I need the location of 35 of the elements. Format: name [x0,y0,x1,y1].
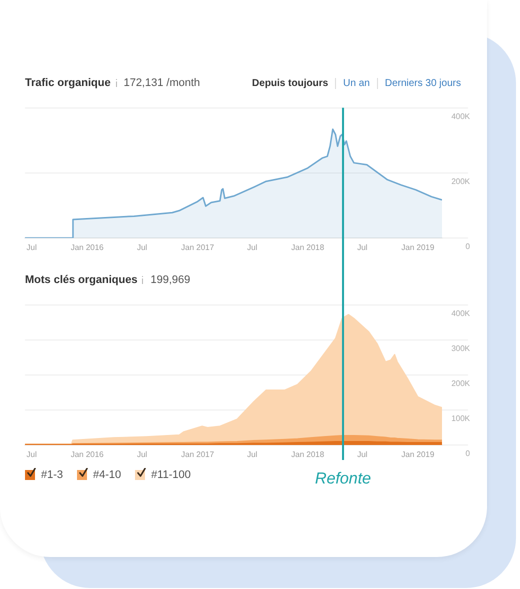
x-tick-label: Jan 2016 [70,243,104,252]
y-tick-label: 0 [466,242,471,252]
x-tick-label: Jul [26,243,37,252]
x-tick-label: Jul [357,450,368,460]
legend-label: #11-100 [151,469,191,481]
chart-subtitle: 199,969 [150,274,190,286]
x-tick-label: Jan 2018 [291,450,325,460]
legend-label: #4-10 [93,469,122,481]
x-tick-label: Jan 2019 [401,450,435,460]
x-tick-label: Jul [357,243,368,252]
text: Un an [335,78,377,88]
text: Depuis toujours [251,78,330,88]
chart-subtitle: 172,131 /month [124,77,200,89]
x-tick-label: Jan 2017 [181,243,215,252]
y-tick-label: 100K [451,414,471,424]
y-tick-label: 400K [451,309,471,318]
x-tick-label: Jul [247,243,258,252]
y-tick-label: 0 [466,449,471,458]
x-tick-label: Jan 2018 [291,243,325,252]
legend-label: #1-3 [41,469,64,481]
chart-title: Trafic organique [25,77,111,89]
ref-line-label: Refonte [315,470,372,488]
x-tick-label: Jan 2019 [401,243,435,252]
y-tick-label: 300K [451,344,471,354]
x-tick-label: Jul [136,243,148,252]
x-tick-label: Jan 2016 [70,450,104,460]
text: Derniers 30 jours [376,78,468,88]
x-tick-label: Jul [26,450,37,460]
y-tick-label: 200K [451,379,471,388]
y-tick-label: 200K [451,177,471,186]
x-tick-label: Jul [247,450,258,460]
x-tick-label: Jul [136,450,148,460]
x-tick-label: Jan 2017 [181,450,215,460]
y-tick-label: 400K [451,112,471,122]
chart-title: Mots clés organiques [25,274,138,286]
